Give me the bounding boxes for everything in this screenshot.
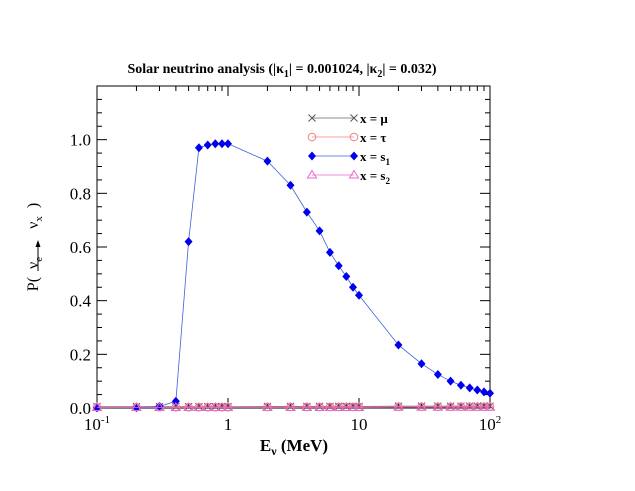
data-point-triangle xyxy=(202,401,214,411)
data-point-diamond xyxy=(203,140,212,150)
y-tick-label: 0.4 xyxy=(70,292,92,311)
data-point-diamond xyxy=(473,385,482,395)
series-line xyxy=(96,143,491,409)
data-point-triangle xyxy=(154,401,165,411)
y-tick-label: 0.0 xyxy=(70,399,91,418)
plot-frame xyxy=(96,85,491,409)
legend: x = μ x = τ x = s1x = s2 xyxy=(306,111,390,186)
data-point-diamond xyxy=(433,369,442,379)
data-point-diamond xyxy=(184,237,193,247)
data-point-diamond xyxy=(308,151,316,161)
data-point-triangle xyxy=(432,401,444,411)
data-point-diamond xyxy=(171,396,180,406)
data-point-diamond xyxy=(480,387,489,397)
x-axis-label: Eν (MeV) xyxy=(260,436,328,458)
x-tick-label: 10 xyxy=(351,415,368,434)
x-tick-label: 1 xyxy=(224,415,233,434)
data-point-triangle xyxy=(478,401,490,411)
data-point-diamond xyxy=(456,380,465,390)
data-point-triangle xyxy=(353,401,365,411)
data-point-diamond xyxy=(334,261,343,271)
data-point-diamond xyxy=(355,290,363,300)
data-point-diamond xyxy=(315,226,324,236)
data-point-triangle xyxy=(324,401,336,411)
legend-entry: x = τ xyxy=(307,130,386,145)
series-triangle xyxy=(91,401,496,411)
data-point-circle xyxy=(349,132,359,142)
data-point-triangle xyxy=(216,401,228,411)
data-point-triangle xyxy=(262,401,273,411)
x-tick-label: 10-1 xyxy=(84,414,110,434)
legend-label: x = τ xyxy=(360,130,386,145)
data-point-diamond xyxy=(342,272,351,282)
data-point-diamond xyxy=(446,376,455,386)
data-point-diamond xyxy=(349,282,358,292)
data-point-triangle xyxy=(222,401,234,411)
y-tick-label: 1.0 xyxy=(70,131,91,150)
data-point-triangle xyxy=(416,401,427,411)
data-point-diamond xyxy=(263,156,272,166)
data-point-triangle xyxy=(348,169,360,179)
data-point-triangle xyxy=(347,401,359,411)
data-point-diamond xyxy=(394,340,403,350)
legend-entry: x = μ xyxy=(308,111,388,126)
axis-ticks xyxy=(96,85,491,409)
data-point-triangle xyxy=(484,401,496,411)
data-point-diamond xyxy=(194,143,203,153)
y-tick-labels: 0.0 0.2 0.4 0.6 0.8 1.0 xyxy=(70,131,92,418)
data-point-triangle xyxy=(393,401,404,411)
series-line xyxy=(97,405,490,408)
data-point-diamond xyxy=(302,207,311,217)
data-point-triangle xyxy=(131,401,142,411)
data-point-triangle xyxy=(340,401,352,411)
data-point-circle xyxy=(307,132,317,142)
data-point-triangle xyxy=(209,401,221,411)
data-point-triangle xyxy=(193,401,205,411)
legend-label: x = s1 xyxy=(360,149,390,167)
data-point-cross xyxy=(308,114,316,122)
data-point-diamond xyxy=(286,180,295,190)
data-point-triangle xyxy=(445,401,456,411)
data-point-triangle xyxy=(306,169,318,179)
data-point-cross xyxy=(350,114,358,122)
data-point-diamond xyxy=(417,359,426,369)
data-point-triangle xyxy=(333,401,345,411)
data-point-diamond xyxy=(211,139,220,149)
data-point-triangle xyxy=(464,401,476,411)
series-diamond xyxy=(93,139,494,413)
data-point-triangle xyxy=(301,401,313,411)
data-point-diamond xyxy=(155,401,164,411)
data-point-diamond xyxy=(350,151,358,161)
legend-entry: x = s2 xyxy=(306,168,390,186)
data-point-diamond xyxy=(465,383,474,393)
legend-label: x = s2 xyxy=(360,168,390,186)
legend-entry: x = s1 xyxy=(308,149,390,167)
y-axis-label: P(νeνx) xyxy=(25,203,45,291)
data-point-triangle xyxy=(455,401,467,411)
x-tick-label: 102 xyxy=(479,414,502,434)
data-point-triangle xyxy=(471,401,483,411)
y-tick-label: 0.6 xyxy=(70,238,91,257)
y-tick-label: 0.8 xyxy=(70,184,91,203)
data-series xyxy=(91,139,496,413)
y-tick-label: 0.2 xyxy=(70,345,91,364)
data-point-triangle xyxy=(91,401,103,411)
data-point-diamond xyxy=(325,247,334,257)
data-point-diamond xyxy=(486,388,494,398)
chart-title: Solar neutrino analysis (|κ1| = 0.001024… xyxy=(127,62,436,80)
data-point-triangle xyxy=(285,401,296,411)
data-point-triangle xyxy=(170,401,182,411)
data-point-triangle xyxy=(183,401,194,411)
data-point-diamond xyxy=(224,139,232,149)
x-tick-labels: 10-1 1 10 102 xyxy=(84,414,501,434)
legend-label: x = μ xyxy=(360,111,388,126)
data-point-diamond xyxy=(218,139,227,149)
data-point-triangle xyxy=(314,401,325,411)
y-axis-label-arrow xyxy=(35,240,41,271)
